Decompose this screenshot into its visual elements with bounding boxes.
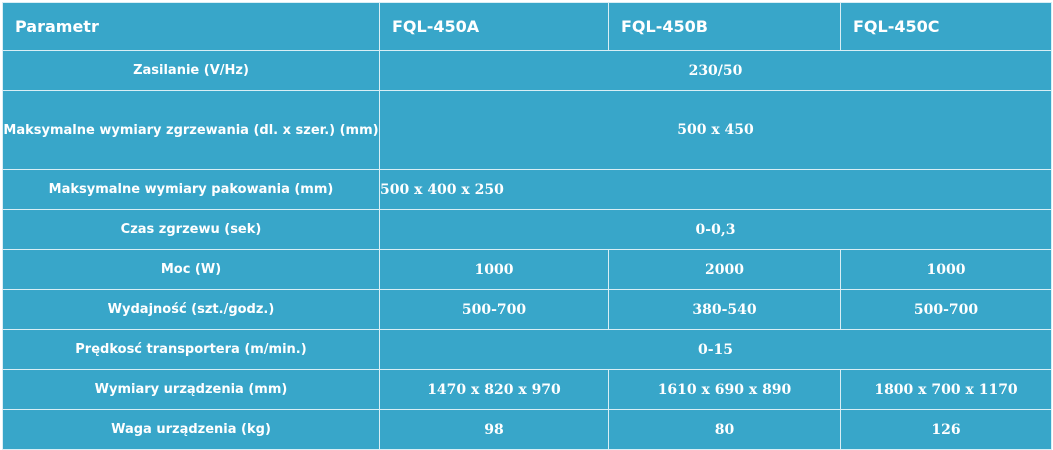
row-value-throughput-a: 500-700 [379, 289, 609, 330]
row-value-device-weight-a: 98 [379, 409, 609, 450]
row-label-max-pack-dimensions: Maksymalne wymiary pakowania (mm) [2, 169, 380, 210]
header-fql-450c: FQL-450C [840, 2, 1052, 51]
table-row: Waga urządzenia (kg) 98 80 126 [2, 409, 1052, 450]
row-label-conveyor-speed: Prędkosć transportera (m/min.) [2, 329, 380, 370]
row-value-power-c: 1000 [840, 249, 1052, 290]
table-row: Moc (W) 1000 2000 1000 [2, 249, 1052, 290]
row-label-device-weight: Waga urządzenia (kg) [2, 409, 380, 450]
header-fql-450b: FQL-450B [608, 2, 841, 51]
header-row: Parametr FQL-450A FQL-450B FQL-450C [2, 2, 1052, 51]
row-value-conveyor-speed: 0-15 [379, 329, 1052, 370]
row-value-device-dimensions-c: 1800 x 700 x 1170 [840, 369, 1052, 410]
row-value-power-supply: 230/50 [379, 50, 1052, 91]
table-row: Wymiary urządzenia (mm) 1470 x 820 x 970… [2, 369, 1052, 410]
row-label-device-dimensions: Wymiary urządzenia (mm) [2, 369, 380, 410]
row-label-max-seal-dimensions: Maksymalne wymiary zgrzewania (dl. x sze… [2, 90, 380, 170]
table-row: Czas zgrzewu (sek) 0-0,3 [2, 209, 1052, 250]
row-value-max-seal-dimensions: 500 x 450 [379, 90, 1052, 170]
table-row: Wydajność (szt./godz.) 500-700 380-540 5… [2, 289, 1052, 330]
table-row: Maksymalne wymiary pakowania (mm) 500 x … [2, 169, 1052, 210]
row-value-power-b: 2000 [608, 249, 841, 290]
table-row: Maksymalne wymiary zgrzewania (dl. x sze… [2, 90, 1052, 170]
row-value-throughput-b: 380-540 [608, 289, 841, 330]
row-value-throughput-c: 500-700 [840, 289, 1052, 330]
row-value-seal-time: 0-0,3 [379, 209, 1052, 250]
row-value-max-pack-dimensions: 500 x 400 x 250 [379, 169, 1052, 210]
row-value-device-weight-c: 126 [840, 409, 1052, 450]
row-value-device-dimensions-b: 1610 x 690 x 890 [608, 369, 841, 410]
row-label-seal-time: Czas zgrzewu (sek) [2, 209, 380, 250]
row-value-power-a: 1000 [379, 249, 609, 290]
row-label-power-supply: Zasilanie (V/Hz) [2, 50, 380, 91]
table-row: Prędkosć transportera (m/min.) 0-15 [2, 329, 1052, 370]
header-fql-450a: FQL-450A [379, 2, 609, 51]
row-value-device-weight-b: 80 [608, 409, 841, 450]
row-label-power: Moc (W) [2, 249, 380, 290]
row-value-device-dimensions-a: 1470 x 820 x 970 [379, 369, 609, 410]
row-label-throughput: Wydajność (szt./godz.) [2, 289, 380, 330]
header-parameter: Parametr [2, 2, 380, 51]
table-row: Zasilanie (V/Hz) 230/50 [2, 50, 1052, 91]
